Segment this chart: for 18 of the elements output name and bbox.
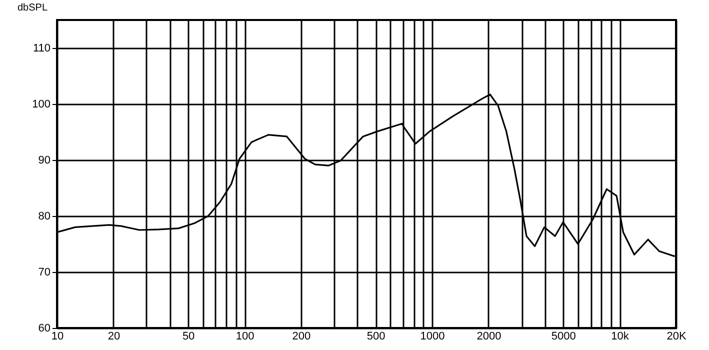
y-tick-label: 100 (32, 98, 50, 110)
x-tick-label: 2000 (476, 330, 502, 342)
y-tick-label: 110 (32, 42, 50, 54)
x-tick-label: 10k (611, 330, 630, 342)
x-tick-label: 1000 (420, 330, 445, 342)
y-axis-title: dbSPL (18, 2, 48, 14)
x-tick-label: 500 (366, 330, 386, 342)
x-tick-label: 10 (51, 330, 64, 342)
x-tick-label: 5000 (551, 330, 576, 342)
x-tick-label: 20K (666, 330, 687, 342)
x-tick-label: 20 (108, 330, 120, 342)
x-tick-label: 200 (292, 330, 311, 342)
x-tick-label: 100 (236, 330, 254, 342)
y-tick-label: 60 (38, 322, 50, 334)
x-tick-label: 50 (182, 330, 195, 342)
y-tick-label: 70 (38, 266, 50, 278)
y-tick-label: 80 (38, 210, 50, 222)
y-tick-label: 90 (38, 154, 50, 166)
